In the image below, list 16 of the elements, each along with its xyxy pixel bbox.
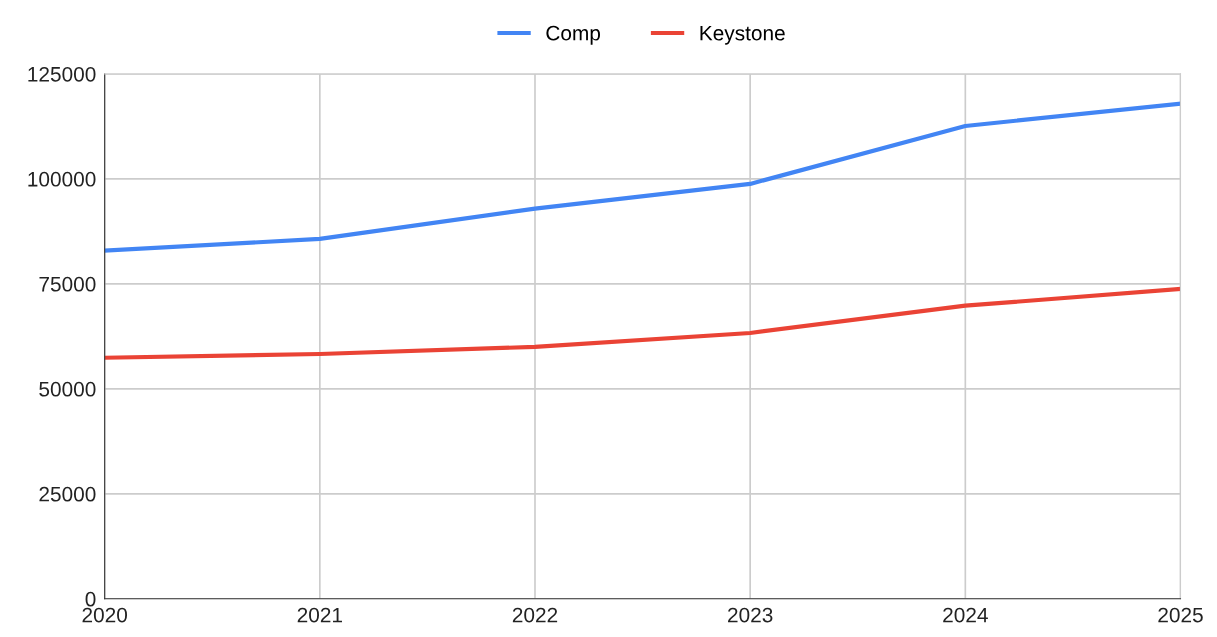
legend-label: Keystone bbox=[700, 25, 785, 45]
line-series bbox=[104, 101, 1181, 253]
x-tick-label: 2022 bbox=[512, 607, 558, 623]
x-tick-label: 2024 bbox=[943, 607, 988, 623]
y-tick-label: 100000 bbox=[28, 171, 96, 187]
x-tick-label: 2021 bbox=[297, 607, 342, 623]
x-tick-label: 2020 bbox=[82, 607, 128, 623]
y-tick-label: 125000 bbox=[28, 66, 96, 82]
x-tick-label: 2023 bbox=[728, 607, 773, 623]
y-tick-label: 25000 bbox=[39, 486, 96, 502]
y-tick-label: 50000 bbox=[39, 381, 96, 397]
x-tick-label: 2025 bbox=[1158, 607, 1203, 623]
line-series bbox=[104, 286, 1181, 360]
y-tick-label: 0 bbox=[85, 591, 96, 607]
legend-label: Comp bbox=[546, 25, 601, 45]
y-tick-label: 75000 bbox=[39, 276, 96, 292]
